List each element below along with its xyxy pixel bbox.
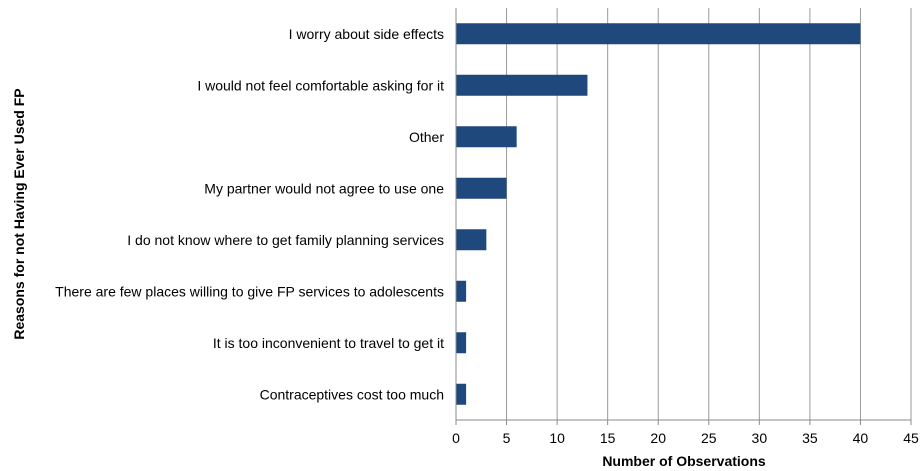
x-axis-title: Number of Observations xyxy=(602,453,766,469)
x-tick-label: 20 xyxy=(650,430,666,446)
x-tick-label: 25 xyxy=(701,430,717,446)
x-tick-label: 15 xyxy=(600,430,616,446)
x-tick-label: 0 xyxy=(452,430,460,446)
x-tick-label: 45 xyxy=(903,430,919,446)
bars xyxy=(456,23,861,405)
x-tick-label: 35 xyxy=(802,430,818,446)
category-label: Other xyxy=(409,129,444,145)
bar-6 xyxy=(456,332,467,354)
category-label: There are few places willing to give FP … xyxy=(55,283,444,299)
bar-4 xyxy=(456,229,487,251)
category-label: Contraceptives cost too much xyxy=(260,386,444,402)
bar-2 xyxy=(456,126,517,148)
bar-3 xyxy=(456,177,507,199)
x-tick-label: 10 xyxy=(549,430,565,446)
category-labels: I worry about side effects I would not fe… xyxy=(55,26,444,403)
bar-5 xyxy=(456,280,467,302)
category-label: I would not feel comfortable asking for … xyxy=(197,77,444,93)
bar-7 xyxy=(456,383,467,405)
x-tick-label: 40 xyxy=(853,430,869,446)
x-tick-labels: 0 5 10 15 20 25 30 35 40 45 xyxy=(452,430,919,446)
category-label: I worry about side effects xyxy=(289,26,444,42)
category-label: My partner would not agree to use one xyxy=(204,180,444,196)
y-axis-title: Reasons for not Having Ever Used FP xyxy=(11,88,27,339)
bar-0 xyxy=(456,23,861,45)
bar-1 xyxy=(456,74,588,96)
gridlines xyxy=(455,8,912,425)
x-tick-label: 5 xyxy=(503,430,511,446)
category-label: It is too inconvenient to travel to get … xyxy=(213,335,444,351)
category-label: I do not know where to get family planni… xyxy=(127,232,444,248)
x-tick-label: 30 xyxy=(752,430,768,446)
